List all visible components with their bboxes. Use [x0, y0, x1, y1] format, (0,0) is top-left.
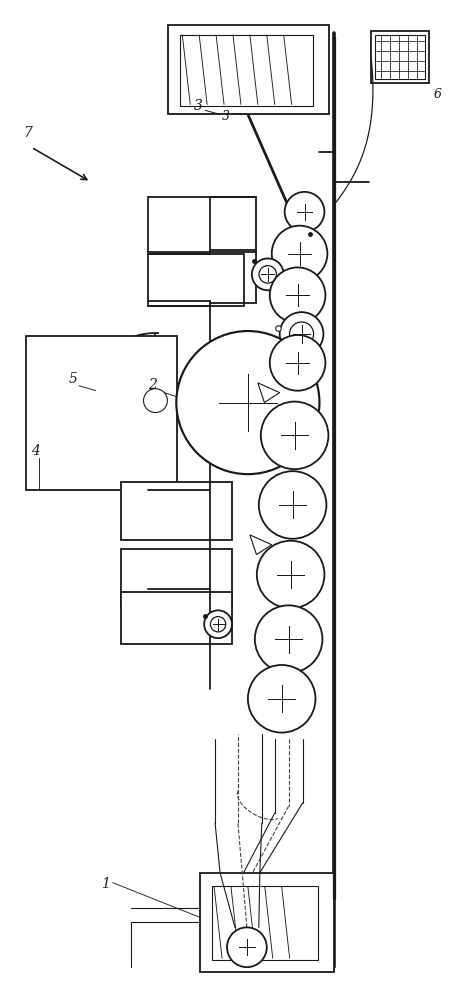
Bar [212, 886, 318, 960]
Circle shape [259, 471, 327, 539]
Circle shape [285, 192, 324, 232]
Circle shape [252, 258, 284, 290]
Bar [26, 336, 177, 490]
Circle shape [259, 266, 277, 283]
Circle shape [143, 389, 167, 413]
Polygon shape [258, 383, 280, 402]
Bar [148, 197, 256, 252]
Text: 2: 2 [148, 378, 158, 392]
Circle shape [272, 226, 327, 281]
Circle shape [176, 331, 319, 474]
Text: 3: 3 [194, 99, 203, 113]
Bar [120, 482, 232, 540]
Bar [180, 35, 313, 106]
Circle shape [227, 927, 267, 967]
Circle shape [270, 335, 326, 391]
Bar [120, 549, 232, 606]
Bar [200, 873, 334, 972]
Text: 4: 4 [31, 444, 40, 458]
Bar [371, 31, 429, 83]
Circle shape [270, 267, 326, 323]
Circle shape [289, 322, 314, 346]
Bar [169, 25, 329, 114]
Text: 6: 6 [434, 88, 442, 101]
Circle shape [248, 665, 316, 733]
Circle shape [210, 617, 226, 632]
Bar [148, 254, 244, 306]
Bar [120, 592, 232, 644]
Bar [293, 219, 311, 237]
Text: 7: 7 [23, 126, 32, 140]
Circle shape [280, 312, 323, 356]
Bar [375, 35, 425, 79]
Text: 3: 3 [222, 110, 230, 123]
Circle shape [261, 402, 328, 469]
Text: 5: 5 [69, 372, 78, 386]
Circle shape [204, 610, 232, 638]
Polygon shape [250, 535, 272, 555]
Circle shape [257, 541, 324, 608]
Text: 1: 1 [101, 877, 109, 891]
Circle shape [255, 605, 322, 673]
